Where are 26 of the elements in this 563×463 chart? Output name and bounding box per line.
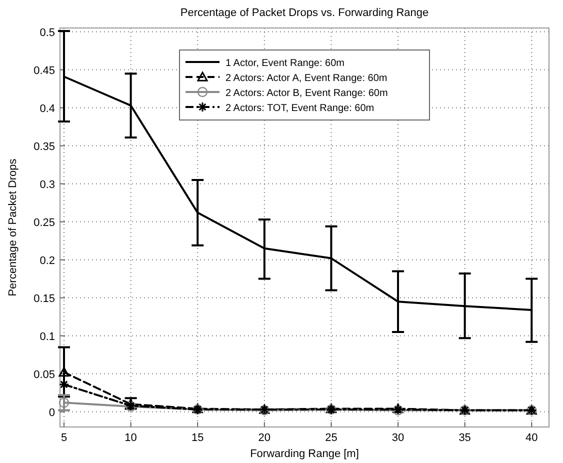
y-tick-label: 0.2 bbox=[40, 254, 55, 267]
y-tick-label: 0.3 bbox=[40, 178, 55, 191]
x-tick-label: 40 bbox=[526, 432, 538, 444]
y-tick-label: 0.45 bbox=[34, 64, 55, 77]
legend-label: 2 Actors: TOT, Event Range: 60m bbox=[226, 103, 374, 114]
y-tick-label: 0.35 bbox=[34, 140, 55, 153]
x-tick-label: 35 bbox=[458, 432, 471, 444]
x-tick-label: 5 bbox=[60, 432, 68, 444]
x-tick-label: 25 bbox=[325, 432, 338, 444]
x-tick-label: 15 bbox=[191, 432, 204, 444]
y-tick-label: 0.15 bbox=[34, 292, 55, 305]
y-tick-label: 0.25 bbox=[34, 216, 55, 229]
legend-label: 2 Actors: Actor B, Event Range: 60m bbox=[226, 88, 388, 99]
x-axis-title: Forwarding Range [m] bbox=[250, 448, 359, 460]
x-tick-label: 30 bbox=[392, 432, 404, 444]
x-tick-label: 20 bbox=[258, 432, 271, 444]
y-tick-label: 0.4 bbox=[40, 102, 55, 115]
chart-title: Percentage of Packet Drops vs. Forwarding Range bbox=[180, 7, 429, 19]
y-tick-label: 0.1 bbox=[40, 330, 55, 343]
legend-label: 1 Actor, Event Range: 60m bbox=[226, 58, 344, 69]
y-tick-label: 0 bbox=[48, 406, 55, 419]
y-axis-title: Percentage of Packet Drops bbox=[7, 158, 19, 296]
legend-label: 2 Actors: Actor A, Event Range: 60m bbox=[226, 73, 388, 84]
y-tick-label: 0.5 bbox=[40, 26, 55, 39]
x-tick-label: 10 bbox=[124, 432, 137, 444]
y-tick-label: 0.05 bbox=[34, 368, 55, 381]
